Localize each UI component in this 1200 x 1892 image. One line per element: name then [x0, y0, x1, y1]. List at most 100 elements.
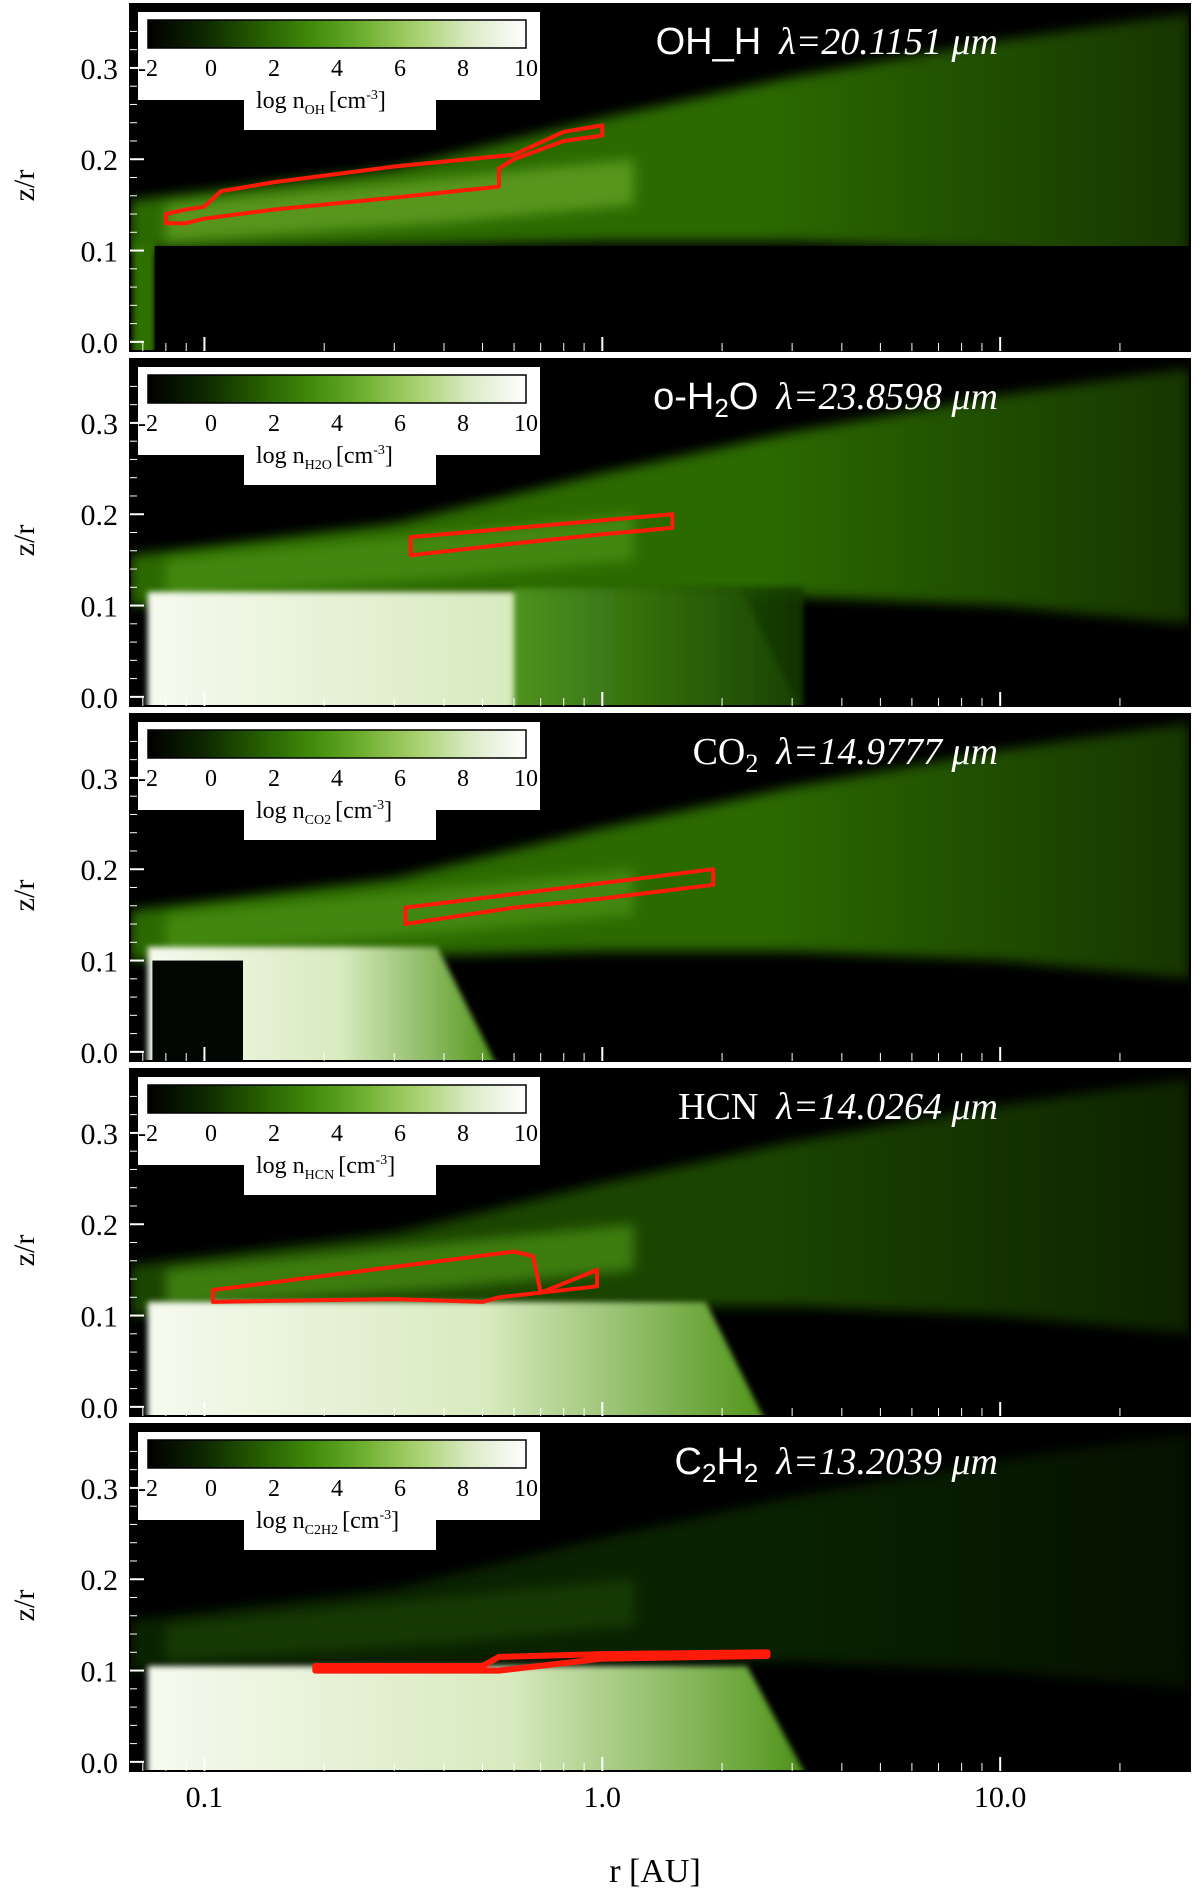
panel-OH: 0.0 0.1 0.2 0.3 z/r -2 0 2 4 6 8 10 log nOH [cm-3] OH_…: [8, 3, 1191, 360]
y-tick-label: 0.2: [81, 499, 119, 532]
x-axis-label: r [AU]: [609, 1853, 701, 1890]
y-tick-label: 0.0: [81, 1747, 119, 1780]
x-tick-label: 0.1: [186, 1781, 224, 1814]
y-axis-label: z/r: [8, 170, 41, 202]
y-tick-label: 0.0: [81, 682, 119, 715]
y-axis-label: z/r: [8, 1235, 41, 1267]
colorbar-tick-label: -2: [138, 766, 158, 792]
colorbar-tick-label: 10: [514, 1476, 538, 1502]
outer-fade: [760, 359, 1190, 706]
outer-fade: [760, 4, 1190, 351]
y-tick-label: 0.0: [81, 1392, 119, 1425]
colorbar-tick-label: 2: [268, 1476, 280, 1502]
colorbar-tick-label: -2: [138, 56, 158, 82]
colorbar-tick-label: -2: [138, 1121, 158, 1147]
colorbar-OH: -2 0 2 4 6 8 10 log nOH [cm-3]: [138, 12, 540, 130]
y-tick-label: 0.3: [81, 763, 119, 796]
y-tick-label: 0.1: [81, 946, 119, 979]
panel-C2H2: 0.0 0.1 0.2 0.3 z/r -2 0 2 4 6 8 10 log nC2H2 [cm-3] C…: [8, 1423, 1191, 1814]
colorbar-tick-label: 4: [331, 56, 343, 82]
colorbar-tick-label: 8: [457, 411, 469, 437]
colorbar-label-box: [244, 82, 436, 130]
panel-H2O: 0.0 0.1 0.2 0.3 z/r -2 0 2 4 6 8 10 log nH2O [cm-3] o-…: [8, 358, 1191, 715]
colorbar-tick-label: 8: [457, 1476, 469, 1502]
y-axis-label: z/r: [8, 525, 41, 557]
colorbar-tick-label: 0: [205, 411, 217, 437]
y-tick-label: 0.2: [81, 1209, 119, 1242]
heatmap-CO2: [130, 714, 1190, 1061]
emitting-region-contour: [403, 867, 716, 926]
density-inner-layer: [165, 514, 634, 597]
colorbar-gradient-bar: [147, 729, 527, 759]
colorbar-C2H2: -2 0 2 4 6 8 10 log nC2H2 [cm-3]: [138, 1432, 540, 1550]
colorbar-tick-label: 4: [331, 766, 343, 792]
y-tick-label: 0.2: [81, 854, 119, 887]
colorbar-tick-label: 2: [268, 56, 280, 82]
y-axis-label: z/r: [8, 1590, 41, 1622]
colorbar-tick-label: 10: [514, 766, 538, 792]
colorbar-tick-label: 6: [394, 1121, 406, 1147]
colorbar-gradient-bar: [147, 1439, 527, 1469]
outer-fade: [760, 714, 1190, 1061]
emitting-region-contour: [163, 123, 605, 226]
colorbar-tick-label: 2: [268, 411, 280, 437]
colorbar-tick-label: 0: [205, 56, 217, 82]
panel-title: OH_H λ=20.1151 μm: [656, 21, 998, 63]
colorbar-tick-label: 10: [514, 56, 538, 82]
colorbar-H2O: -2 0 2 4 6 8 10 log nH2O [cm-3]: [138, 367, 540, 485]
midplane-void: [152, 960, 243, 1061]
colorbar-label-box: [244, 437, 436, 485]
inner-rim: [132, 241, 155, 351]
panel-title: HCN λ=14.0264 μm: [678, 1086, 998, 1128]
colorbar-tick-label: -2: [138, 411, 158, 437]
colorbar-tick-label: 0: [205, 1476, 217, 1502]
y-tick-label: 0.3: [81, 408, 119, 441]
colorbar-label-box: [244, 1502, 436, 1550]
colorbar-tick-label: 6: [394, 766, 406, 792]
colorbar-tick-label: 8: [457, 1121, 469, 1147]
outer-fade: [760, 1424, 1190, 1771]
y-tick-label: 0.1: [81, 1301, 119, 1334]
colorbar-tick-label: 6: [394, 1476, 406, 1502]
y-axis-label: z/r: [8, 880, 41, 912]
panels: 0.0 0.1 0.2 0.3 z/r -2 0 2 4 6 8 10 log nOH [cm-3] OH_…: [8, 3, 1191, 1814]
emitting-region-contour: [408, 512, 675, 558]
y-tick-label: 0.3: [81, 53, 119, 86]
colorbar-tick-label: 0: [205, 766, 217, 792]
colorbar-label: log nC2H2 [cm-3]: [256, 1508, 399, 1538]
panel-CO2: 0.0 0.1 0.2 0.3 z/r -2 0 2 4 6 8 10 log nCO2 [cm-3] CO…: [8, 713, 1191, 1070]
y-tick-label: 0.2: [81, 1564, 119, 1597]
density-inner-layer: [165, 869, 634, 952]
x-tick-label: 10.0: [974, 1781, 1027, 1814]
colorbar-gradient-bar: [147, 374, 527, 404]
outer-fade: [760, 1069, 1190, 1416]
y-tick-label: 0.1: [81, 591, 119, 624]
y-tick-label: 0.3: [81, 1473, 119, 1506]
colorbar-tick-label: -2: [138, 1476, 158, 1502]
y-tick-label: 0.1: [81, 1656, 119, 1689]
midplane-gradient: [514, 587, 804, 706]
colorbar-label: log nHCN [cm-3]: [256, 1153, 395, 1183]
y-tick-label: 0.0: [81, 327, 119, 360]
colorbar-tick-label: 4: [331, 1476, 343, 1502]
colorbar-tick-label: 8: [457, 56, 469, 82]
panel-title: CO2 λ=14.9777 μm: [693, 731, 998, 778]
heatmap-C2H2: [130, 1424, 1190, 1771]
y-tick-label: 0.2: [81, 144, 119, 177]
colorbar-gradient-bar: [147, 1084, 527, 1114]
colorbar-tick-label: 4: [331, 411, 343, 437]
colorbar-tick-label: 6: [394, 56, 406, 82]
colorbar-tick-label: 2: [268, 766, 280, 792]
midplane-density: [147, 1665, 804, 1771]
colorbar-tick-label: 10: [514, 411, 538, 437]
y-tick-label: 0.0: [81, 1037, 119, 1070]
colorbar-HCN: -2 0 2 4 6 8 10 log nHCN [cm-3]: [138, 1077, 540, 1195]
colorbar-tick-label: 10: [514, 1121, 538, 1147]
colorbar-tick-label: 8: [457, 766, 469, 792]
colorbar-tick-label: 2: [268, 1121, 280, 1147]
colorbar-tick-label: 0: [205, 1121, 217, 1147]
x-tick-label: 1.0: [584, 1781, 622, 1814]
panel-title: C2H2 λ=13.2039 μm: [675, 1441, 998, 1488]
colorbar-label: log nOH [cm-3]: [256, 88, 386, 118]
